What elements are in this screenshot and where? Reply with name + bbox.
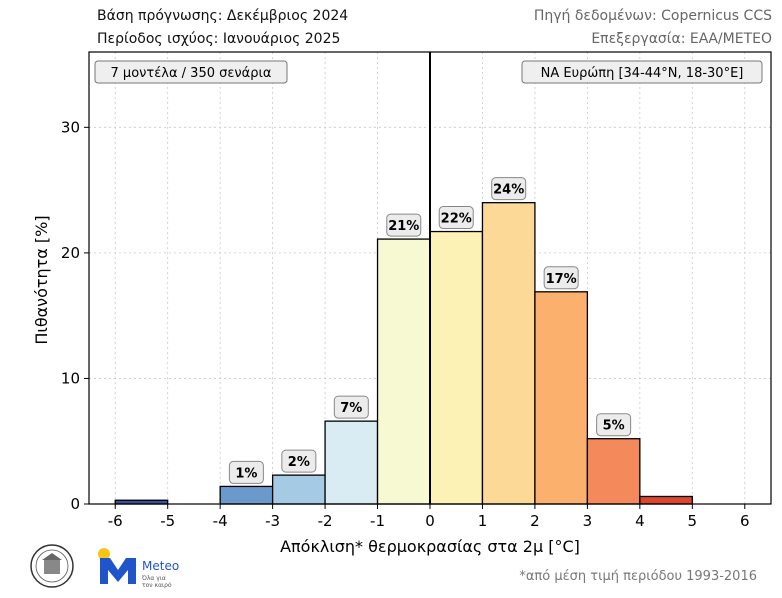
svg-text:7%: 7% xyxy=(340,401,362,416)
svg-text:5%: 5% xyxy=(603,419,625,434)
x-tick-label: 6 xyxy=(740,512,750,530)
data-label-4: 7% xyxy=(333,395,369,419)
bar-2 xyxy=(219,485,274,505)
annotation-right: ΝΑ Ευρώπη [34-44°N, 18-30°E] xyxy=(521,60,763,84)
x-tick-label: -1 xyxy=(370,512,385,530)
bars xyxy=(114,202,693,505)
data-label-7: 24% xyxy=(491,177,527,201)
annotation-left: 7 μοντέλα / 350 σενάρια xyxy=(94,60,288,84)
bar-3 xyxy=(271,474,326,505)
x-tick-label: 4 xyxy=(635,512,645,530)
x-tick-label: 0 xyxy=(425,512,435,530)
y-axis: 0 10 20 30 xyxy=(61,118,89,513)
meteo-tagline-1: Όλα για xyxy=(141,575,166,582)
meteo-tagline-2: τον καιρό xyxy=(142,582,172,589)
x-tick-label: -6 xyxy=(108,512,123,530)
svg-text:7 μοντέλα / 350 σενάρια: 7 μοντέλα / 350 σενάρια xyxy=(111,66,272,81)
svg-text:2%: 2% xyxy=(288,455,310,470)
footnote: *από μέση τιμή περιόδου 1993-2016 xyxy=(519,569,757,584)
meteo-name: Meteo xyxy=(142,559,179,573)
bar-4 xyxy=(324,420,379,505)
bar-5 xyxy=(376,238,431,505)
processing: Επεξεργασία: ΕΑΑ/METEO xyxy=(591,31,772,47)
y-tick-label: 10 xyxy=(61,369,80,387)
y-tick-label: 20 xyxy=(61,244,80,262)
data-labels: 1% 2% 7% 21% 22% 24% 17% 5% xyxy=(228,177,632,484)
bar-6 xyxy=(429,230,484,505)
svg-text:17%: 17% xyxy=(546,272,577,287)
x-tick-label: -3 xyxy=(265,512,280,530)
observatory-seal-icon xyxy=(30,544,74,588)
svg-text:1%: 1% xyxy=(235,466,257,481)
forecast-base: Βάση πρόγνωσης: Δεκέμβριος 2024 xyxy=(97,8,349,24)
data-source: Πηγή δεδομένων: Copernicus CCS xyxy=(533,8,772,24)
x-tick-label: -5 xyxy=(160,512,175,530)
bar-8 xyxy=(534,291,589,505)
data-label-5: 21% xyxy=(386,213,422,237)
data-label-8: 17% xyxy=(543,266,579,290)
x-tick-label: -2 xyxy=(318,512,333,530)
x-tick-label: -4 xyxy=(213,512,228,530)
bar-10 xyxy=(639,495,693,505)
meteo-m-logo-icon xyxy=(98,548,136,584)
bar-9 xyxy=(586,438,641,505)
x-tick-label: 3 xyxy=(583,512,593,530)
data-label-3: 2% xyxy=(281,449,317,473)
x-tick-label: 5 xyxy=(688,512,698,530)
y-tick-label: 30 xyxy=(61,118,80,136)
data-label-9: 5% xyxy=(596,413,632,437)
data-label-6: 22% xyxy=(438,206,474,230)
svg-text:21%: 21% xyxy=(388,219,419,234)
x-axis: -6 -5 -4 -3 -2 -1 0 1 2 3 4 5 6 xyxy=(108,504,750,530)
svg-text:24%: 24% xyxy=(493,183,524,198)
svg-text:ΝΑ Ευρώπη [34-44°N, 18-30°E]: ΝΑ Ευρώπη [34-44°N, 18-30°E] xyxy=(541,66,744,81)
x-tick-label: 1 xyxy=(478,512,488,530)
x-axis-label: Απόκλιση* θερμοκρασίας στα 2μ [°C] xyxy=(280,537,580,556)
x-tick-label: 2 xyxy=(530,512,540,530)
bar-7 xyxy=(481,202,536,505)
y-tick-label: 0 xyxy=(70,495,80,513)
validity-period: Περίοδος ισχύος: Ιανουάριος 2025 xyxy=(97,31,341,47)
data-label-2: 1% xyxy=(228,460,264,484)
y-axis-label: Πιθανότητα [%] xyxy=(32,215,51,344)
logos: Meteo Όλα για τον καιρό xyxy=(30,540,200,592)
svg-text:22%: 22% xyxy=(441,212,472,227)
